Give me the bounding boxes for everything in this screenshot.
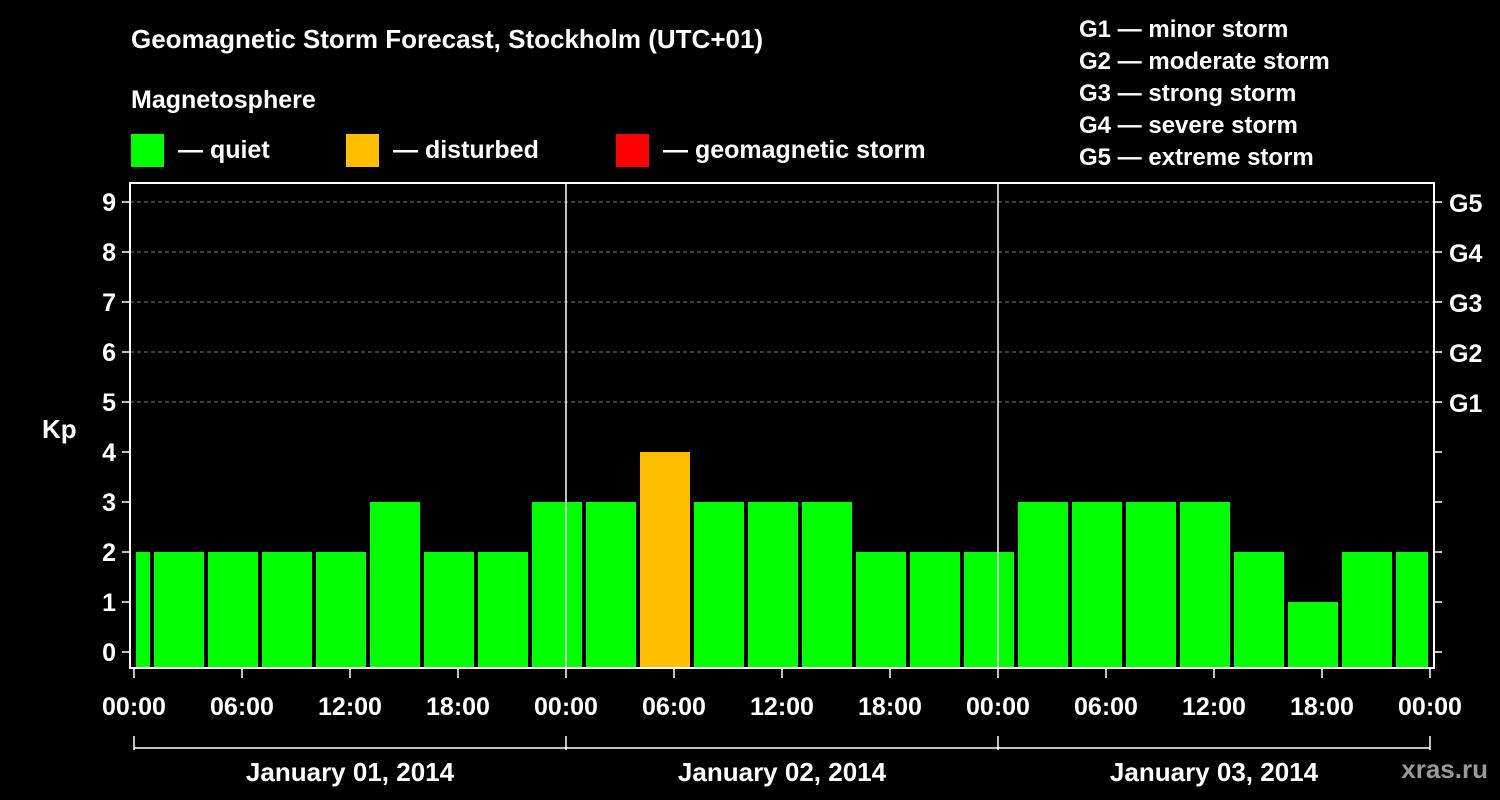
legend-label-storm: — geomagnetic storm [663, 136, 926, 164]
kp-bar-4 [316, 552, 366, 668]
x-ticks: 00:00 06:00 12:00 18:00 00:00 06:00 12:00 18:00… [102, 668, 1462, 721]
x-tick-label-6: 12:00 [750, 693, 814, 721]
kp-bar-5 [370, 502, 420, 668]
kp-bar-11 [694, 502, 744, 668]
legend-quiet: — quiet [131, 134, 270, 167]
storm-scale-g1: G1 — minor storm [1079, 16, 1289, 43]
x-tick-label-11: 18:00 [1290, 693, 1354, 721]
kp-bar-16 [964, 552, 1014, 668]
kp-bar-20 [1180, 502, 1230, 668]
day-labels: January 01, 2014 January 02, 2014 January … [133, 736, 1431, 787]
kp-bar-2 [208, 552, 258, 668]
x-tick-label-1: 06:00 [210, 693, 274, 721]
kp-bar-21 [1234, 552, 1284, 668]
right-axis-ticks: G1 G2 G3 G4 G5 [1434, 190, 1482, 653]
y-tick-label-1: 1 [102, 589, 116, 617]
right-axis-label-G3: G3 [1449, 290, 1482, 318]
kp-bar-1 [154, 552, 204, 668]
legend-label-disturbed: — disturbed [393, 136, 539, 164]
legend-disturbed: — disturbed [346, 134, 539, 167]
y-ticks: 0 1 2 3 4 5 6 7 8 9 [102, 189, 130, 667]
legend-swatch-disturbed [346, 134, 379, 167]
kp-bar-6 [424, 552, 474, 668]
kp-bar-8 [532, 502, 582, 668]
x-tick-label-9: 06:00 [1074, 693, 1138, 721]
right-axis-label-G5: G5 [1449, 190, 1482, 218]
chart-title: Geomagnetic Storm Forecast, Stockholm (U… [131, 24, 764, 54]
kp-bar-18 [1072, 502, 1122, 668]
kp-bar-23 [1342, 552, 1392, 668]
x-tick-label-7: 18:00 [858, 693, 922, 721]
right-axis-label-G4: G4 [1449, 240, 1482, 268]
y-tick-label-4: 4 [102, 439, 116, 467]
kp-bar-22 [1288, 602, 1338, 668]
y-tick-label-2: 2 [102, 539, 116, 567]
storm-scale-g2: G2 — moderate storm [1079, 48, 1330, 75]
legend-swatch-storm [616, 134, 649, 167]
storm-scale-legend: G1 — minor storm G2 — moderate storm G3 … [1079, 14, 1330, 174]
x-tick-label-4: 00:00 [534, 693, 598, 721]
legend-swatch-quiet [131, 134, 164, 167]
y-axis-label: Kp [42, 414, 77, 444]
kp-bar-3 [262, 552, 312, 668]
x-tick-label-0: 00:00 [102, 693, 166, 721]
y-tick-label-3: 3 [102, 489, 116, 517]
kp-bar-13 [802, 502, 852, 668]
x-tick-label-12: 00:00 [1398, 693, 1462, 721]
kp-bar-0 [136, 552, 150, 668]
day-label-2: January 03, 2014 [1110, 757, 1319, 787]
y-tick-label-5: 5 [102, 389, 116, 417]
kp-bar-10 [640, 452, 690, 668]
storm-scale-g5: G5 — extreme storm [1079, 144, 1314, 171]
right-axis-label-G2: G2 [1449, 340, 1482, 368]
x-tick-label-10: 12:00 [1182, 693, 1246, 721]
grid-lines [130, 201, 1434, 403]
legend-storm: — geomagnetic storm [616, 134, 926, 167]
x-tick-label-5: 06:00 [642, 693, 706, 721]
x-tick-label-8: 00:00 [966, 693, 1030, 721]
y-tick-label-6: 6 [102, 339, 116, 367]
kp-bar-14 [856, 552, 906, 668]
kp-bar-17 [1018, 502, 1068, 668]
legend-label-quiet: — quiet [178, 136, 270, 164]
kp-bar-19 [1126, 502, 1176, 668]
kp-bar-9 [586, 502, 636, 668]
kp-bar-7 [478, 552, 528, 668]
storm-scale-g3: G3 — strong storm [1079, 80, 1297, 107]
kp-bars [136, 452, 1428, 668]
x-tick-label-3: 18:00 [426, 693, 490, 721]
watermark: xras.ru [1401, 754, 1488, 784]
magnetosphere-label: Magnetosphere [131, 86, 316, 114]
storm-scale-g4: G4 — severe storm [1079, 112, 1298, 139]
y-tick-label-0: 0 [102, 639, 116, 667]
kp-bar-12 [748, 502, 798, 668]
kp-bar-15 [910, 552, 960, 668]
kp-bar-24 [1396, 552, 1428, 668]
right-axis-label-G1: G1 [1449, 390, 1482, 418]
day-label-1: January 02, 2014 [678, 757, 887, 787]
day-label-0: January 01, 2014 [246, 757, 455, 787]
x-tick-label-2: 12:00 [318, 693, 382, 721]
y-tick-label-7: 7 [102, 289, 116, 317]
y-tick-label-9: 9 [102, 189, 116, 217]
y-tick-label-8: 8 [102, 239, 116, 267]
